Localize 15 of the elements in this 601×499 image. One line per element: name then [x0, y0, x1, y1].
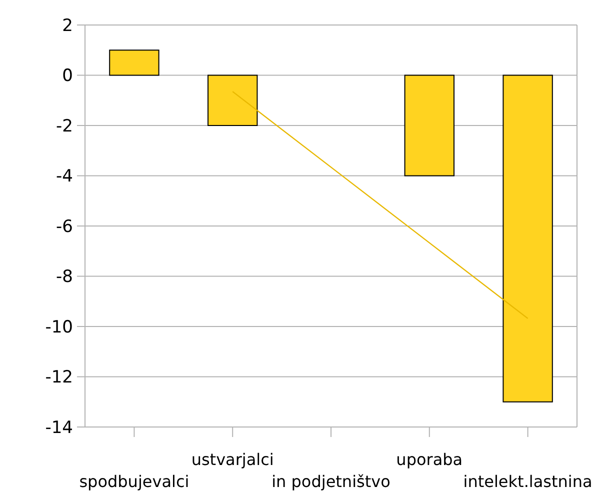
- y-tick-label: 0: [62, 66, 73, 86]
- y-tick-label: -6: [56, 216, 73, 237]
- x-tick-label: ustvarjalci: [191, 450, 274, 469]
- x-tick-label: spodbujevalci: [79, 472, 190, 491]
- line-series: [232, 90, 528, 320]
- y-tick-label: -10: [45, 317, 73, 338]
- x-tick-label: in podjetništvo: [272, 472, 390, 491]
- y-tick-label: -14: [45, 418, 73, 438]
- y-tick-label: 2: [62, 16, 73, 36]
- y-tick-label: -8: [56, 267, 73, 288]
- y-tick-label: -4: [56, 166, 73, 187]
- y-tick-label: -2: [56, 116, 73, 136]
- x-tick-label: intelekt.lastnina: [463, 472, 592, 491]
- x-tick-label: uporaba: [396, 450, 463, 469]
- y-tick-label: -12: [45, 368, 73, 388]
